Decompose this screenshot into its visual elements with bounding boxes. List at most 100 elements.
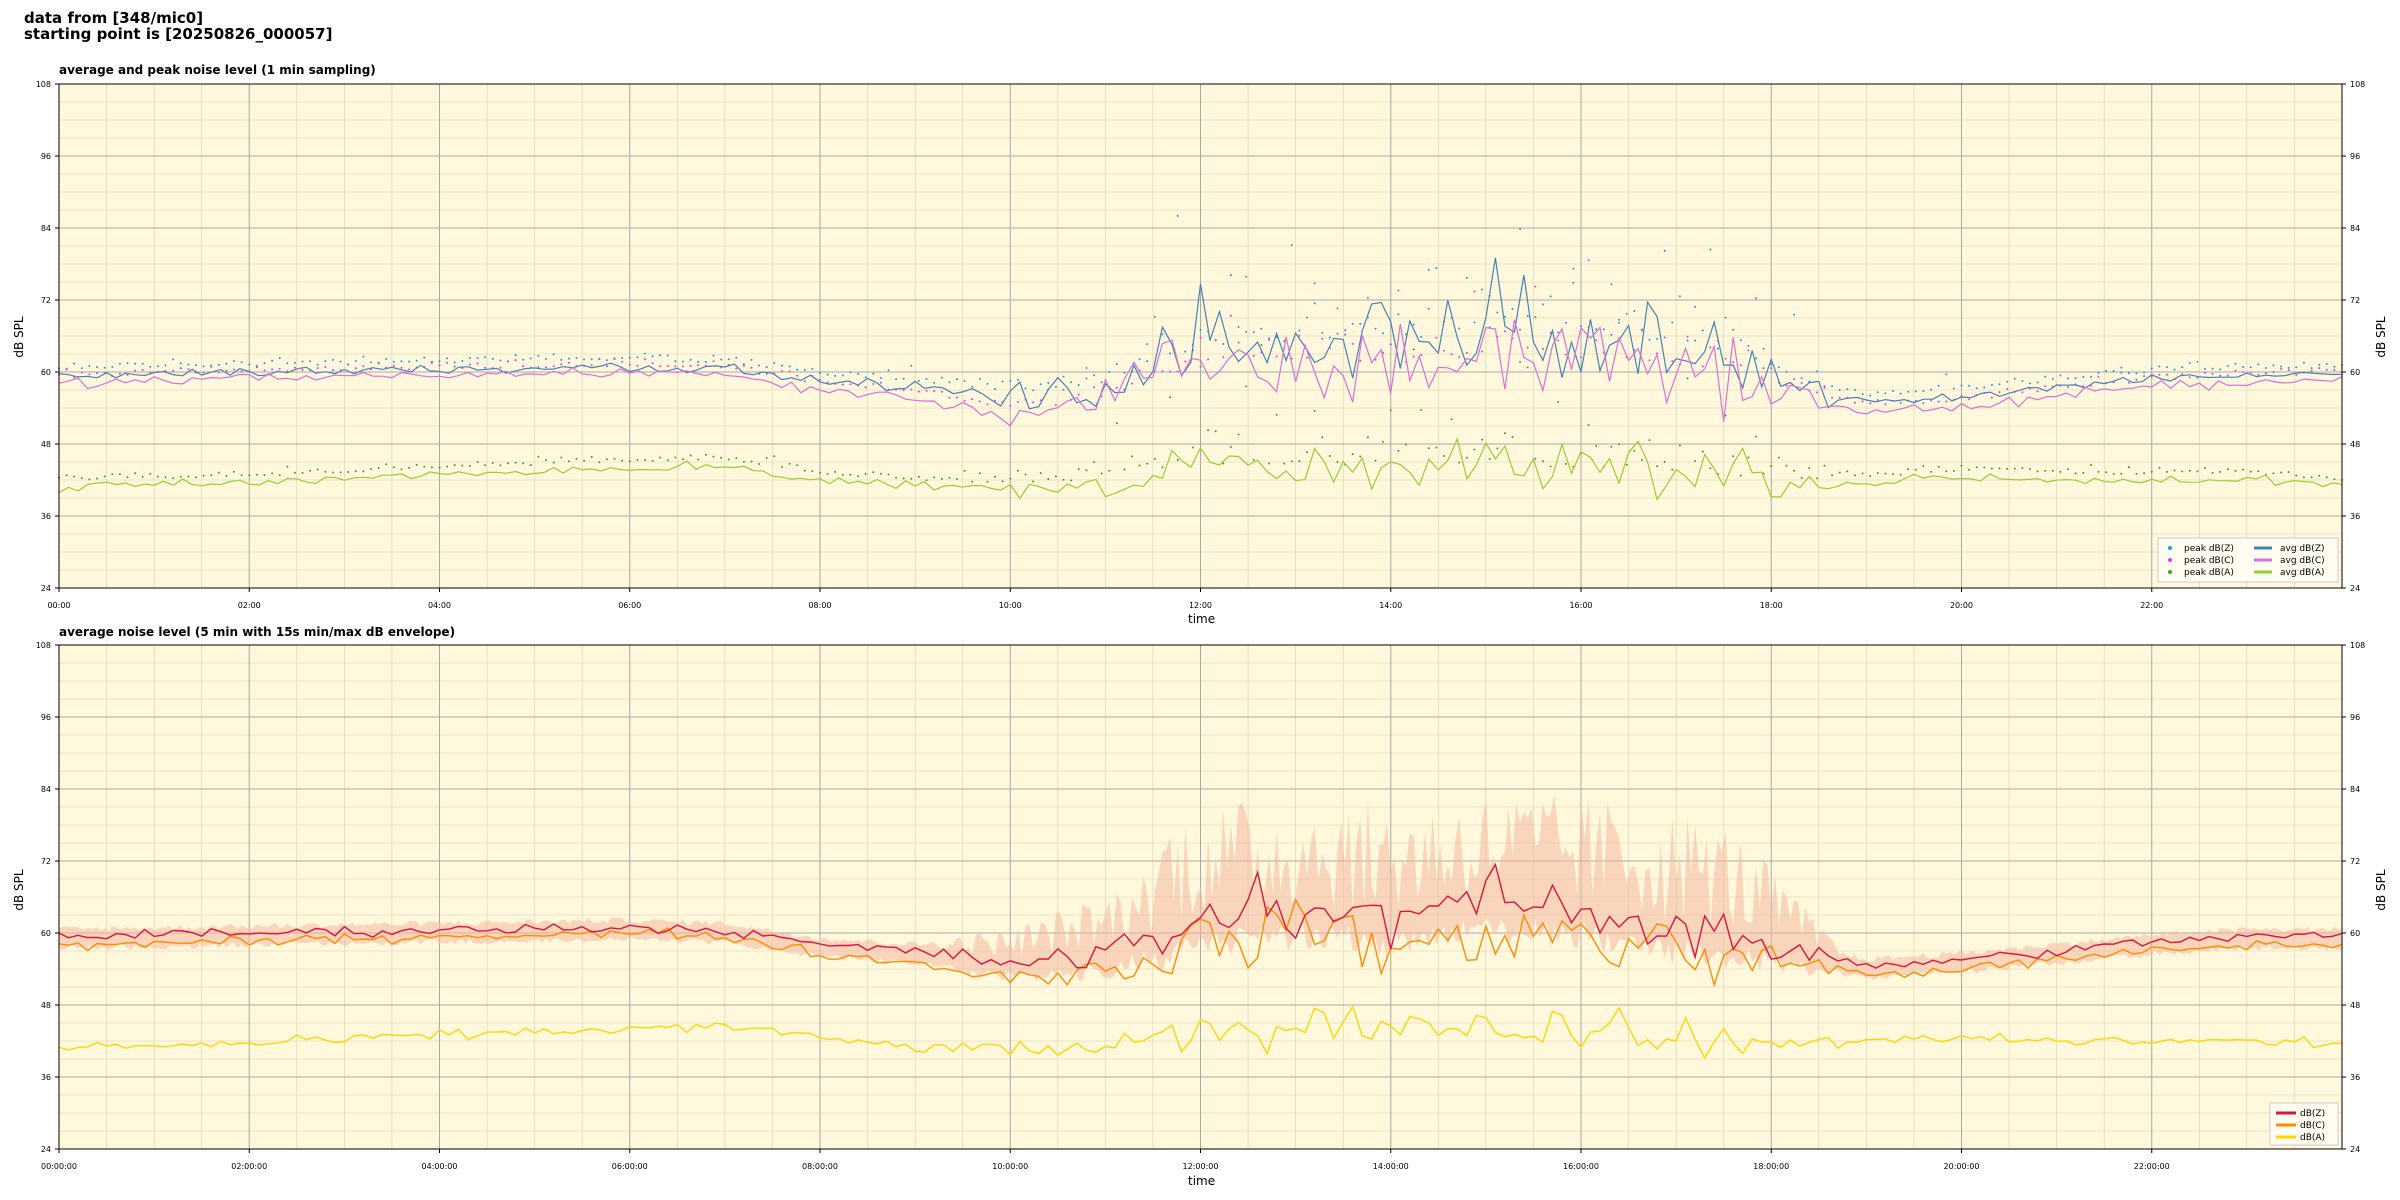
peak-c-point — [925, 389, 928, 392]
chart-2-xlabel: time — [1188, 1174, 1216, 1188]
peak-z-point — [2112, 370, 2115, 372]
peak-z-point — [697, 360, 700, 363]
peak-a-point — [864, 473, 867, 475]
peak-c-point — [2264, 372, 2267, 375]
peak-z-point — [1709, 248, 1712, 251]
peak-z-point — [1983, 386, 1986, 389]
peak-z-point — [1785, 370, 1788, 373]
peak-z-point — [1070, 381, 1073, 384]
peak-z-point — [682, 360, 684, 363]
peak-a-point — [1990, 467, 1993, 470]
peak-z-point — [803, 368, 806, 371]
peak-c-point — [438, 364, 441, 367]
peak-z-point — [1542, 303, 1544, 306]
peak-a-point — [202, 474, 205, 477]
peak-z-point — [2226, 364, 2229, 367]
peak-z-point — [1328, 336, 1331, 339]
peak-a-point — [339, 471, 342, 474]
peak-c-point — [879, 381, 882, 384]
peak-a-point — [583, 459, 586, 462]
peak-a-point — [255, 473, 258, 476]
peak-a-point — [902, 477, 905, 480]
peak-a-point — [1838, 471, 1841, 474]
peak-a-point — [347, 471, 350, 473]
peak-z-point — [134, 362, 137, 365]
peak-z-point — [948, 381, 951, 384]
peak-z-point — [301, 360, 304, 363]
peak-c-point — [1222, 356, 1225, 359]
chart-1-title: average and peak noise level (1 min samp… — [59, 63, 376, 77]
peak-z-point — [712, 354, 715, 357]
peak-a-point — [628, 460, 631, 463]
peak-a-point — [217, 471, 220, 474]
peak-c-point — [2280, 367, 2283, 370]
peak-a-point — [1222, 462, 1225, 465]
peak-c-point — [742, 364, 745, 367]
ytick-label-right: 108 — [2350, 80, 2365, 89]
peak-a-point — [1937, 465, 1940, 468]
peak-a-point — [1960, 464, 1963, 467]
xtick-label: 04:00 — [428, 601, 451, 610]
peak-z-point — [1519, 228, 1522, 230]
peak-a-point — [841, 473, 844, 476]
peak-z-point — [103, 366, 106, 369]
peak-a-point — [552, 461, 555, 464]
peak-a-point — [1458, 461, 1461, 464]
peak-z-point — [1359, 322, 1362, 325]
peak-z-point — [1481, 288, 1484, 291]
peak-c-point — [187, 368, 190, 371]
peak-c-point — [210, 365, 213, 368]
peak-z-point — [1671, 321, 1674, 324]
peak-z-point — [118, 362, 121, 365]
peak-a-point — [96, 477, 98, 480]
peak-c-point — [80, 371, 83, 374]
peak-c-point — [2211, 372, 2214, 375]
legend-label: peak dB(Z) — [2184, 544, 2234, 554]
peak-c-point — [1062, 388, 1065, 391]
ytick-label: 108 — [36, 80, 51, 89]
peak-c-point — [628, 363, 631, 366]
peak-c-point — [1115, 386, 1118, 389]
peak-a-point — [263, 474, 266, 476]
peak-c-point — [233, 368, 235, 371]
peak-a-point — [2325, 476, 2328, 479]
peak-z-point — [773, 361, 776, 364]
peak-c-point — [347, 363, 350, 366]
peak-z-point — [385, 358, 388, 360]
peak-c-point — [1922, 402, 1925, 404]
peak-z-point — [2067, 377, 2069, 380]
peak-a-point — [1511, 436, 1514, 438]
peak-a-point — [1412, 348, 1415, 351]
peak-c-point — [2310, 369, 2313, 372]
peak-z-point — [484, 356, 487, 359]
peak-a-point — [2257, 470, 2260, 473]
peak-c-point — [354, 367, 357, 370]
peak-z-point — [1290, 244, 1293, 247]
peak-z-point — [1777, 366, 1780, 369]
peak-a-point — [2089, 464, 2092, 466]
header-source: data from [348/mic0] — [24, 9, 204, 27]
legend-box — [2157, 537, 2339, 583]
peak-z-point — [111, 366, 114, 368]
peak-z-point — [286, 362, 289, 365]
peak-z-point — [1009, 379, 1012, 382]
peak-a-point — [286, 465, 289, 468]
peak-z-point — [1458, 327, 1461, 330]
peak-z-point — [2249, 366, 2252, 369]
peak-c-point — [2158, 373, 2161, 376]
peak-z-point — [1945, 373, 1948, 376]
peak-c-point — [750, 366, 753, 369]
peak-z-point — [1937, 384, 1940, 387]
peak-c-point — [735, 367, 738, 370]
peak-c-point — [1443, 349, 1445, 352]
peak-a-point — [811, 470, 814, 473]
peak-c-point — [1382, 351, 1385, 354]
peak-z-point — [2143, 371, 2146, 374]
ytick-label: 108 — [36, 641, 51, 650]
peak-z-point — [1899, 392, 1902, 395]
peak-z-point — [156, 365, 159, 368]
peak-a-point — [2074, 472, 2077, 475]
peak-c-point — [1876, 399, 1879, 402]
peak-z-point — [917, 379, 920, 382]
peak-a-point — [704, 453, 707, 456]
